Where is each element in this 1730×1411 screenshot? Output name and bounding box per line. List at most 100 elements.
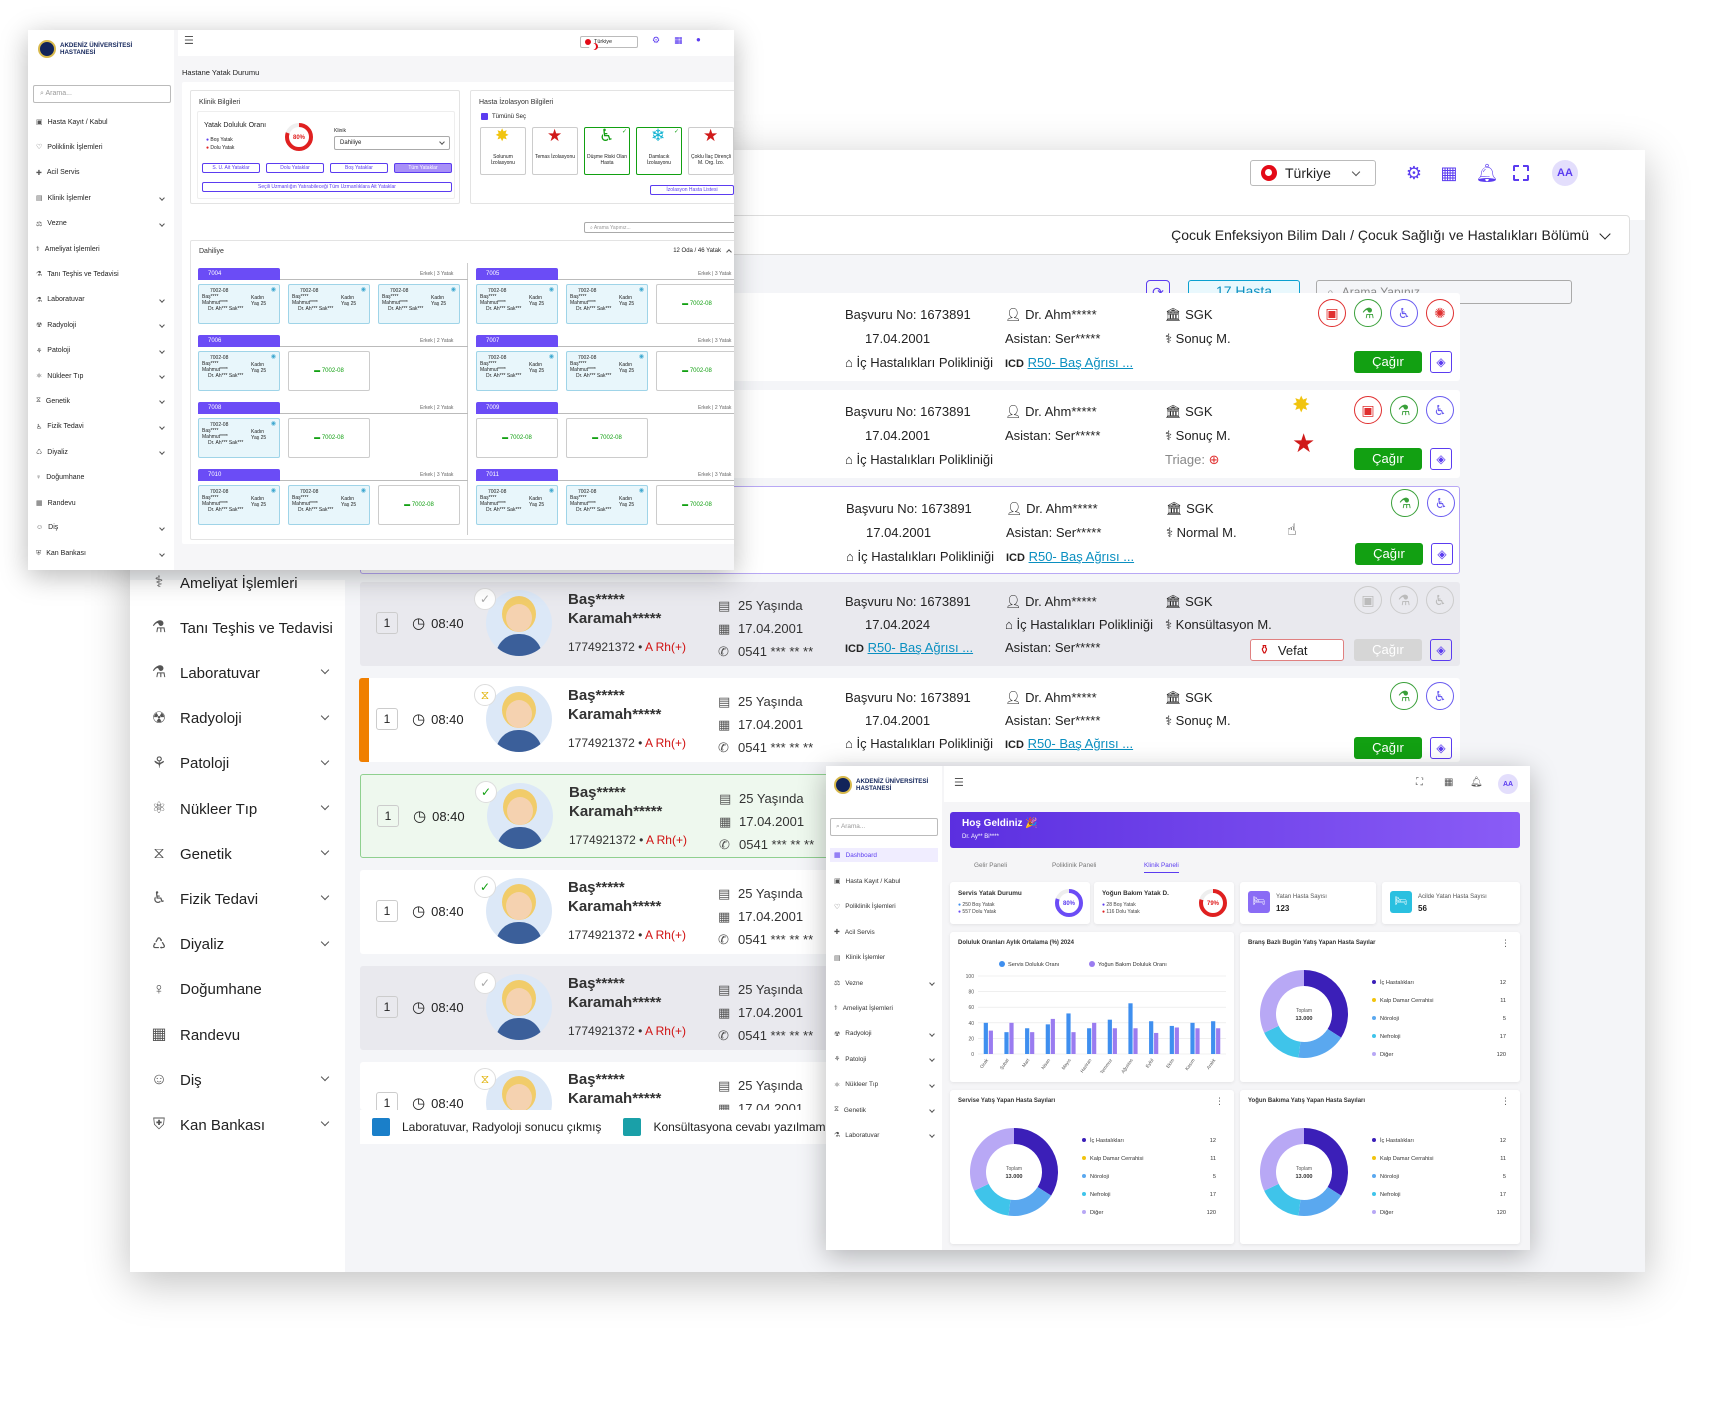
call-button[interactable]: Çağır: [1354, 351, 1422, 373]
fall-risk-icon[interactable]: ♿: [1426, 396, 1454, 424]
fall-risk-icon[interactable]: ♿: [1390, 299, 1418, 327]
occupied-bed[interactable]: 7002-08 Baş**** Mahmut**** Dr. Ah*** Sak***…: [566, 351, 648, 391]
more-icon[interactable]: ⋮: [1215, 1096, 1224, 1106]
icd-link[interactable]: R50- Baş Ağrısı ...: [1027, 736, 1134, 751]
sidebar-item[interactable]: ⚛ Nükleer Tıp: [834, 1081, 935, 1089]
eye-icon[interactable]: ◉: [638, 287, 644, 293]
bell-icon[interactable]: ●: [696, 35, 701, 44]
lab-result-icon[interactable]: ▣: [1318, 299, 1346, 327]
sidebar-item[interactable]: ⚘ Patoloji: [36, 347, 166, 355]
own-beds-button[interactable]: S. U. Ait Yataklar: [202, 163, 260, 173]
fall-risk-icon[interactable]: ♿: [1426, 682, 1454, 710]
isolation-list-button[interactable]: İzolasyon Hasta Listesi: [650, 185, 734, 195]
empty-bed[interactable]: ▬ 7002-08: [656, 485, 734, 525]
all-specialists-button[interactable]: Seçili Uzmanlığın Yatırabileceği Tüm Uzm…: [202, 182, 452, 192]
occupied-bed[interactable]: 7002-08 Baş**** Mahmut**** Dr. Ah*** Sak***…: [198, 485, 280, 525]
sidebar-item[interactable]: ▤ Klinik İşlemler: [834, 954, 934, 962]
occupied-bed[interactable]: 7002-08 Baş**** Mahmut**** Dr. Ah*** Sak***…: [288, 284, 370, 324]
room-header[interactable]: 7004: [198, 268, 280, 280]
sidebar-item[interactable]: ⚕ Ameliyat İşlemleri: [834, 1004, 934, 1013]
tab-clinic[interactable]: Klinik Paneli: [1144, 862, 1179, 873]
sidebar-item[interactable]: ☢ Radyoloji: [834, 1030, 935, 1038]
sidebar-item[interactable]: ▣ Hasta Kayıt / Kabul: [834, 877, 934, 886]
sidebar-item[interactable]: ✚ Acil Servis: [834, 928, 934, 937]
eye-icon[interactable]: ◉: [270, 488, 276, 494]
sidebar-item[interactable]: ⧖ Genetik: [834, 1106, 935, 1114]
select-all-checkbox[interactable]: Tümünü Seç: [481, 113, 526, 120]
icd-link[interactable]: R50- Baş Ağrısı ...: [1027, 355, 1134, 370]
isolation-option[interactable]: ★ Temas İzolasyonu: [532, 127, 578, 175]
occupied-bed[interactable]: 7002-08 Baş**** Mahmut**** Dr. Ah*** Sak***…: [198, 284, 280, 324]
apps-icon[interactable]: ▦: [1440, 163, 1458, 183]
room-header[interactable]: 7007: [476, 335, 558, 347]
virus-icon[interactable]: ✺: [1426, 299, 1454, 327]
occupied-bed[interactable]: 7002-08 Baş**** Mahmut**** Dr. Ah*** Sak***…: [288, 485, 370, 525]
empty-bed[interactable]: ▬ 7002-08: [378, 485, 460, 525]
full-beds-button[interactable]: Dolu Yataklar: [266, 163, 324, 173]
apps-icon[interactable]: ▦: [674, 35, 683, 45]
bed-search-input[interactable]: ⌕ Arama Yapınız...: [584, 222, 734, 233]
fullscreen-icon[interactable]: [1513, 165, 1529, 181]
occupied-bed[interactable]: 7002-08 Baş**** Mahmut**** Dr. Ah*** Sak***…: [476, 351, 558, 391]
sidebar-item[interactable]: ⛨ Kan Bankası: [36, 550, 166, 558]
bell-icon[interactable]: 🔔︎: [1475, 163, 1499, 183]
eye-icon[interactable]: ◉: [548, 354, 554, 360]
sidebar-item[interactable]: ⧖ Genetik: [148, 839, 338, 869]
eye-icon[interactable]: ◉: [638, 488, 644, 494]
empty-bed[interactable]: ▬ 7002-08: [566, 418, 648, 458]
avatar[interactable]: AA: [1552, 160, 1578, 186]
layers-icon[interactable]: ◈: [1430, 448, 1452, 470]
empty-bed[interactable]: ▬ 7002-08: [288, 351, 370, 391]
occupied-bed[interactable]: 7002-08 Baş**** Mahmut**** Dr. Ah*** Sak***…: [566, 485, 648, 525]
patient-row[interactable]: 1 ◷ 08:40 ⧖ Baş***** Karamah***** 1774921372 •…: [359, 678, 1460, 762]
sidebar-item[interactable]: ☢ Radyoloji: [148, 704, 338, 734]
language-select[interactable]: Türkiye: [580, 36, 638, 50]
lab-result-icon[interactable]: ▣: [1354, 396, 1382, 424]
sidebar-item[interactable]: ⚗ Laboratuvar: [834, 1131, 935, 1139]
occupied-bed[interactable]: 7002-08 Baş**** Mahmut**** Dr. Ah*** Sak***…: [566, 284, 648, 324]
gear-icon[interactable]: ⚙: [652, 35, 661, 45]
sidebar-item[interactable]: ⚕ Ameliyat İşlemleri: [36, 245, 166, 254]
eye-icon[interactable]: ◉: [638, 354, 644, 360]
room-header[interactable]: 7009: [476, 402, 558, 414]
search-input[interactable]: ⌕ Arama...: [33, 85, 171, 103]
occupied-bed[interactable]: 7002-08 Baş**** Mahmut**** Dr. Ah*** Sak***…: [476, 485, 558, 525]
sidebar-item[interactable]: ⚗ Laboratuvar: [36, 296, 166, 304]
eye-icon[interactable]: ◉: [360, 488, 366, 494]
sidebar-item[interactable]: ♀ Doğumhane: [36, 474, 166, 481]
eye-icon[interactable]: ◉: [450, 287, 456, 293]
sidebar-item[interactable]: ♀ Doğumhane: [148, 975, 338, 1005]
room-header[interactable]: 7005: [476, 268, 558, 280]
sidebar-item[interactable]: ♡ Poliklinik İşlemleri: [834, 903, 934, 911]
sidebar-item[interactable]: ♿ Fizik Tedavi: [148, 884, 338, 914]
avatar[interactable]: AA: [1498, 774, 1518, 794]
sidebar-item[interactable]: ⚛ Nükleer Tıp: [148, 794, 338, 824]
sidebar-item[interactable]: ♺ Diyaliz: [148, 930, 338, 960]
bell-icon[interactable]: 🔔︎: [1470, 777, 1483, 788]
sidebar-item[interactable]: ✚ Acil Servis: [36, 169, 166, 177]
sidebar-item[interactable]: ☺ Diş: [36, 524, 166, 531]
sidebar-item[interactable]: ⚗ Tanı Teşhis ve Tedavisi: [148, 613, 338, 643]
department-select[interactable]: Çocuk Enfeksiyon Bilim Dalı / Çocuk Sağl…: [730, 215, 1630, 255]
sidebar-item[interactable]: ⛨ Kan Bankası: [148, 1110, 338, 1140]
room-header[interactable]: 7011: [476, 469, 558, 481]
occupied-bed[interactable]: 7002-08 Baş**** Mahmut**** Dr. Ah*** Sak***…: [378, 284, 460, 324]
gear-icon[interactable]: ⚙: [1405, 163, 1423, 183]
clinic-select[interactable]: Dahiliye: [334, 136, 450, 150]
layers-icon[interactable]: ◈: [1431, 543, 1453, 565]
language-select[interactable]: Türkiye: [1250, 160, 1376, 186]
isolation-option[interactable]: ★ Çoklu İlaç Dirençli M. Org. İzo.: [688, 127, 734, 175]
flask-icon[interactable]: ⚗: [1390, 396, 1418, 424]
isolation-option[interactable]: ❄ Damlacık İzolasyonu ✓: [636, 127, 682, 175]
isolation-option[interactable]: ♿ Düşme Riski Olan Hasta ✓: [584, 127, 630, 175]
eye-icon[interactable]: ◉: [360, 287, 366, 293]
sidebar-item[interactable]: ☺ Diş: [148, 1065, 338, 1095]
empty-bed[interactable]: ▬ 7002-08: [288, 418, 370, 458]
sidebar-item[interactable]: ⚖ Vezne: [834, 979, 935, 987]
search-input[interactable]: ⌕ Arama...: [830, 818, 938, 836]
sidebar-item[interactable]: ⚛ Nükleer Tıp: [36, 372, 166, 380]
empty-bed[interactable]: ▬ 7002-08: [656, 284, 734, 324]
patient-row[interactable]: 1 ◷ 08:40 ✓ Baş***** Karamah***** 1774921372 •…: [360, 582, 1460, 666]
fullscreen-icon[interactable]: ⛶: [1416, 777, 1423, 788]
fall-risk-icon[interactable]: ♿: [1427, 489, 1455, 517]
